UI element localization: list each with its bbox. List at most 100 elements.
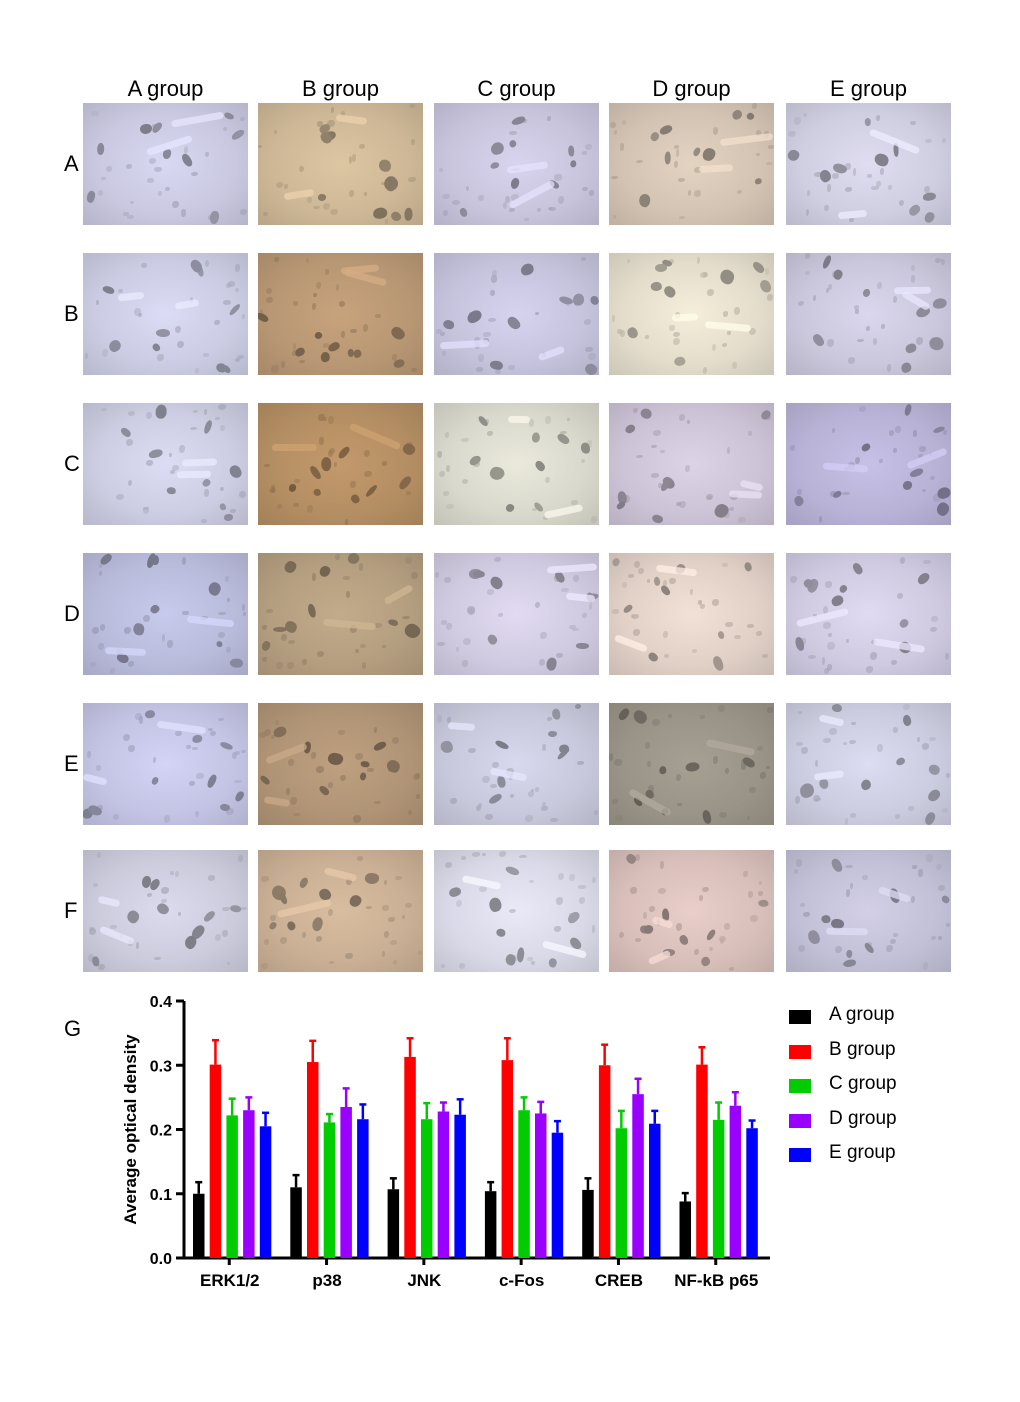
y-tick-label: 0.0	[150, 1251, 172, 1268]
bar-e-group	[259, 1126, 272, 1258]
micrograph-panel	[609, 850, 774, 972]
micrograph-panel	[83, 703, 248, 825]
x-category-label: JNK	[407, 1271, 442, 1290]
row-label: D	[64, 601, 80, 626]
micrograph-panel	[434, 703, 599, 825]
micrograph-panel	[434, 403, 599, 525]
bar-e-group	[649, 1123, 661, 1258]
legend-label: C group	[829, 1073, 897, 1094]
micrograph-panel	[258, 403, 423, 525]
bar-d-group	[437, 1111, 450, 1258]
bar-a-group	[484, 1191, 497, 1258]
legend-swatch	[789, 1113, 811, 1128]
legend-entry: A group	[789, 1004, 989, 1030]
legend-entry: D group	[789, 1108, 989, 1134]
bar-chart: 0.0 0.1 0.2 0.3 0.4 Average optical density ER…	[121, 994, 770, 1290]
micrograph-panel	[258, 703, 423, 825]
bar-d-group	[340, 1107, 352, 1258]
micrograph-panel	[786, 703, 951, 825]
micrograph-panel	[434, 253, 599, 375]
bar-b-group	[598, 1065, 611, 1258]
row-label: F	[64, 898, 78, 923]
micrograph-panel	[258, 103, 423, 225]
bar-d-group	[535, 1113, 547, 1258]
bar-a-group	[582, 1189, 594, 1258]
x-category-label: p38	[312, 1271, 341, 1290]
bar-a-group	[679, 1201, 691, 1258]
micrograph-panel	[258, 553, 423, 675]
bar-b-group	[404, 1056, 416, 1258]
bar-e-group	[746, 1128, 758, 1258]
legend-swatch	[789, 1148, 811, 1162]
bar-d-group	[729, 1105, 742, 1258]
micrograph-panel	[609, 553, 774, 675]
bar-e-group	[357, 1119, 369, 1258]
micrograph-panel	[786, 403, 951, 525]
micrograph-panel	[434, 850, 599, 972]
micrograph-panel	[258, 253, 423, 375]
panel-g-label: G	[64, 1016, 82, 1041]
row-label: C	[64, 451, 80, 476]
bar-c-group	[226, 1115, 238, 1258]
micrograph-panel	[258, 850, 423, 972]
bar-a-group	[193, 1193, 205, 1258]
bar-d-group	[243, 1110, 255, 1258]
micrograph-panel	[786, 253, 951, 375]
bar-b-group	[307, 1062, 319, 1258]
micrograph-panel	[83, 850, 248, 972]
y-tick-label: 0.1	[150, 1187, 172, 1204]
legend-label: D group	[829, 1107, 897, 1129]
legend-swatch	[789, 1010, 811, 1024]
x-category-label: c-Fos	[499, 1271, 544, 1290]
bar-d-group	[632, 1094, 644, 1258]
legend-swatch	[789, 1044, 811, 1059]
micrograph-panel	[609, 253, 774, 375]
micrograph-panel	[609, 103, 774, 225]
legend-entry: B group	[789, 1039, 989, 1065]
bar-b-group	[209, 1064, 222, 1258]
micrograph-panel	[434, 553, 599, 675]
bar-b-group	[696, 1064, 708, 1258]
x-category-label: ERK1/2	[200, 1271, 260, 1290]
legend-swatch	[789, 1079, 811, 1093]
micrograph-panel	[434, 103, 599, 225]
legend-label: B group	[829, 1038, 896, 1060]
x-category-label: NF-kB p65	[674, 1271, 758, 1290]
legend-label: E group	[829, 1142, 896, 1163]
column-header: C group	[477, 76, 556, 101]
micrograph-panel	[83, 253, 248, 375]
y-tick-label: 0.2	[150, 1123, 172, 1140]
column-header: B group	[301, 76, 380, 101]
x-category-label: CREB	[595, 1271, 643, 1290]
micrograph-panel	[83, 103, 248, 225]
y-tick-label: 0.3	[150, 1058, 172, 1075]
column-header: D group	[652, 76, 731, 101]
bar-b-group	[501, 1060, 514, 1258]
bar-a-group	[387, 1189, 400, 1258]
bar-c-group	[421, 1119, 433, 1258]
column-header: A group	[127, 76, 204, 101]
micrograph-panel	[786, 850, 951, 972]
legend-entry: E group	[789, 1142, 989, 1168]
bar-e-group	[551, 1132, 564, 1258]
bar-a-group	[290, 1187, 302, 1258]
bar-c-group	[615, 1128, 628, 1258]
legend-label: A group	[829, 1004, 895, 1025]
y-tick-label: 0.4	[150, 994, 172, 1011]
bar-e-group	[454, 1114, 466, 1258]
legend-entry: C group	[789, 1073, 989, 1099]
row-label: A	[64, 151, 79, 176]
bar-c-group	[518, 1110, 530, 1258]
micrograph-panel	[609, 703, 774, 825]
bar-c-group	[712, 1119, 725, 1258]
micrograph-panel	[609, 403, 774, 525]
bar-c-group	[323, 1122, 336, 1258]
y-axis-label: Average optical density	[121, 1034, 140, 1225]
micrograph-panel	[83, 403, 248, 525]
micrograph-panel	[83, 553, 248, 675]
row-label: E	[64, 751, 79, 776]
micrograph-panel	[786, 103, 951, 225]
column-header: E group	[829, 76, 908, 101]
row-label: B	[64, 301, 79, 326]
micrograph-panel	[786, 553, 951, 675]
